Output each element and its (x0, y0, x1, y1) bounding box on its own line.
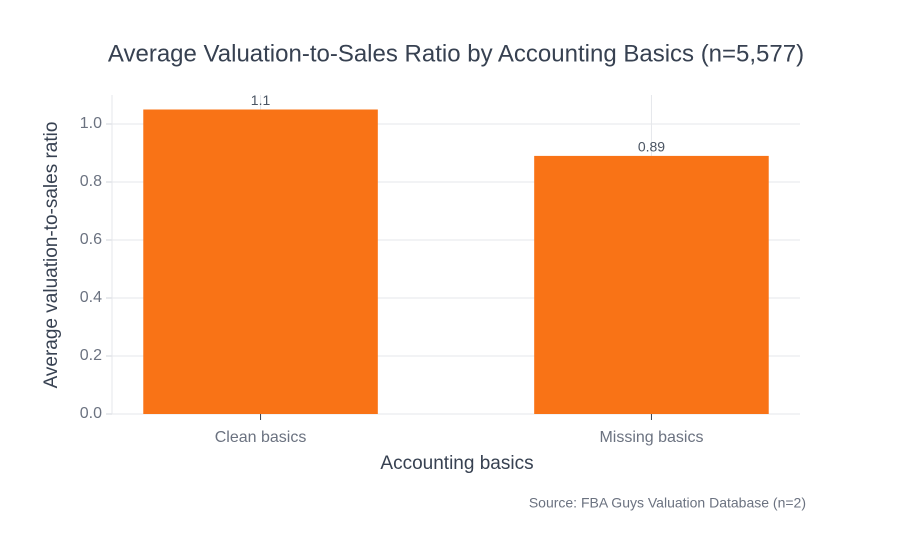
bar (534, 155, 769, 414)
source-note: Source: FBA Guys Valuation Database (n=2… (529, 495, 806, 511)
y-tick-label: 0.2 (80, 347, 102, 364)
bar (143, 109, 378, 414)
y-tick-label: 0.4 (80, 289, 102, 306)
value-label: 0.89 (638, 139, 665, 155)
x-tick-label: Missing basics (599, 429, 703, 446)
y-tick-label: 1.0 (80, 115, 102, 132)
chart-title: Average Valuation-to-Sales Ratio by Acco… (108, 40, 804, 67)
y-tick-label: 0.0 (80, 405, 102, 422)
y-axis-label: Average valuation-to-sales ratio (41, 122, 62, 389)
y-tick-label: 0.6 (80, 231, 102, 248)
x-axis-label: Accounting basics (380, 453, 533, 474)
value-label: 1.1 (251, 92, 271, 108)
y-tick-label: 0.8 (80, 173, 102, 190)
x-tick-label: Clean basics (215, 429, 307, 446)
